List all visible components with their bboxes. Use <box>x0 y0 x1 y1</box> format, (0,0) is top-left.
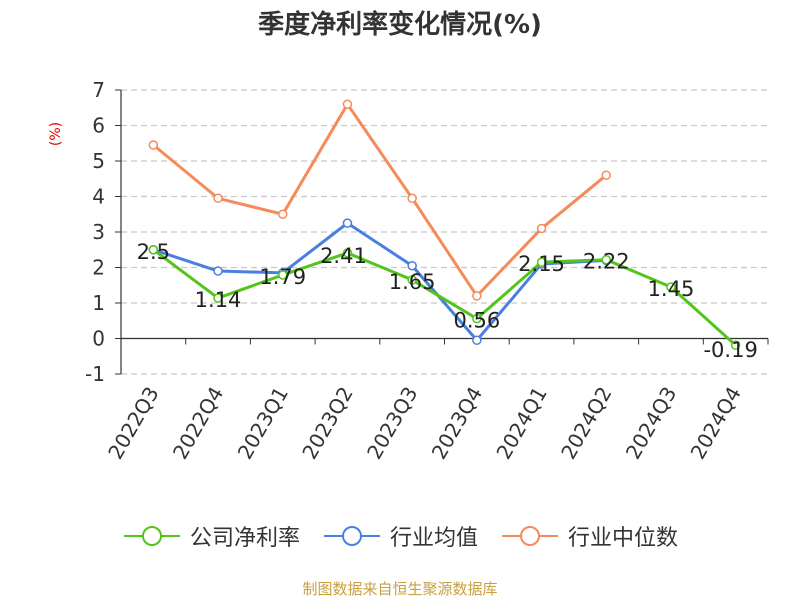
data-label: 2.41 <box>320 244 367 268</box>
legend-item-company[interactable]: 公司净利率 <box>122 520 300 552</box>
data-point <box>342 248 353 258</box>
legend-label-industry-mean: 行业均值 <box>389 526 478 551</box>
y-tick-label: 4 <box>92 185 105 209</box>
x-tick-label: 2024Q1 <box>491 383 551 464</box>
series-0 <box>148 245 741 350</box>
data-point <box>730 340 741 350</box>
line-chart: -1 0 1 2 3 4 5 6 7 2022Q3 2022Q4 2023Q1 2023Q2 2023Q3… <box>85 78 769 464</box>
data-labels: 2.5 1.14 1.79 2.41 1.65 0.56 2.15 2.22 1.45 -0.19 <box>137 240 758 362</box>
series-lines <box>148 99 741 350</box>
data-point <box>148 245 159 255</box>
legend-marker-industry-mean <box>323 526 380 546</box>
legend-marker-company <box>123 526 180 546</box>
grid-lines <box>121 89 768 375</box>
legend-marker-industry-median <box>502 526 558 546</box>
y-tick-label: 3 <box>92 220 105 244</box>
legend: 公司净利率 行业均值 行业中位数 <box>0 520 800 552</box>
x-tick-label: 2024Q3 <box>621 383 681 464</box>
data-label: 0.56 <box>453 309 500 333</box>
data-point <box>342 218 353 228</box>
series-2 <box>148 99 611 301</box>
series-1 <box>148 218 611 346</box>
data-point <box>472 313 482 324</box>
data-point <box>472 335 482 346</box>
legend-label-industry-median: 行业中位数 <box>568 526 679 551</box>
legend-item-industry-median[interactable]: 行业中位数 <box>500 520 678 552</box>
data-point <box>148 140 159 150</box>
y-tick-label: 7 <box>92 78 105 102</box>
y-tick-label: 0 <box>92 327 105 351</box>
x-tick-label: 2022Q4 <box>168 383 228 464</box>
data-point <box>213 266 223 276</box>
x-tick-label: 2024Q2 <box>556 383 616 464</box>
x-tick-label: 2022Q3 <box>103 383 163 464</box>
data-point <box>666 282 676 292</box>
chart-title: 季度净利率变化情况(%) <box>258 10 542 40</box>
x-tick-label: 2023Q2 <box>297 383 357 464</box>
data-label: 2.5 <box>137 240 170 264</box>
series-line <box>152 248 737 347</box>
data-point <box>407 260 417 271</box>
data-label: 2.22 <box>583 250 630 274</box>
data-point <box>601 254 611 265</box>
y-tick-label: 5 <box>92 149 105 173</box>
y-tick-label: 2 <box>92 256 105 280</box>
data-point <box>278 209 288 219</box>
data-point <box>472 291 482 301</box>
data-point <box>536 257 547 267</box>
data-label: 1.65 <box>389 270 436 294</box>
data-point <box>407 275 417 285</box>
x-tick-label: 2024Q4 <box>686 383 746 464</box>
x-tick-label: 2023Q4 <box>427 382 487 463</box>
data-point <box>213 193 223 204</box>
data-label: 1.79 <box>259 265 306 289</box>
data-label: 2.15 <box>518 252 565 276</box>
data-label: -0.19 <box>703 338 757 362</box>
series-line <box>152 221 607 342</box>
data-point <box>342 99 353 109</box>
data-point <box>407 193 417 204</box>
x-tick-label: 2023Q1 <box>233 383 293 464</box>
legend-label-company: 公司净利率 <box>189 526 300 551</box>
data-label: 1.45 <box>648 277 695 301</box>
x-tick-label: 2023Q3 <box>362 383 422 464</box>
data-label: 1.14 <box>195 288 242 312</box>
data-point <box>213 293 223 303</box>
y-tick-label: -1 <box>85 362 105 386</box>
source-note: 制图数据来自恒生聚源数据库 <box>302 580 498 598</box>
series-line <box>152 102 608 298</box>
data-point <box>278 270 288 280</box>
data-point <box>536 223 547 234</box>
y-tick-label: 1 <box>92 291 105 315</box>
legend-item-industry-mean[interactable]: 行业均值 <box>322 520 478 552</box>
data-point <box>601 170 611 180</box>
y-tick-label: 6 <box>92 114 105 138</box>
